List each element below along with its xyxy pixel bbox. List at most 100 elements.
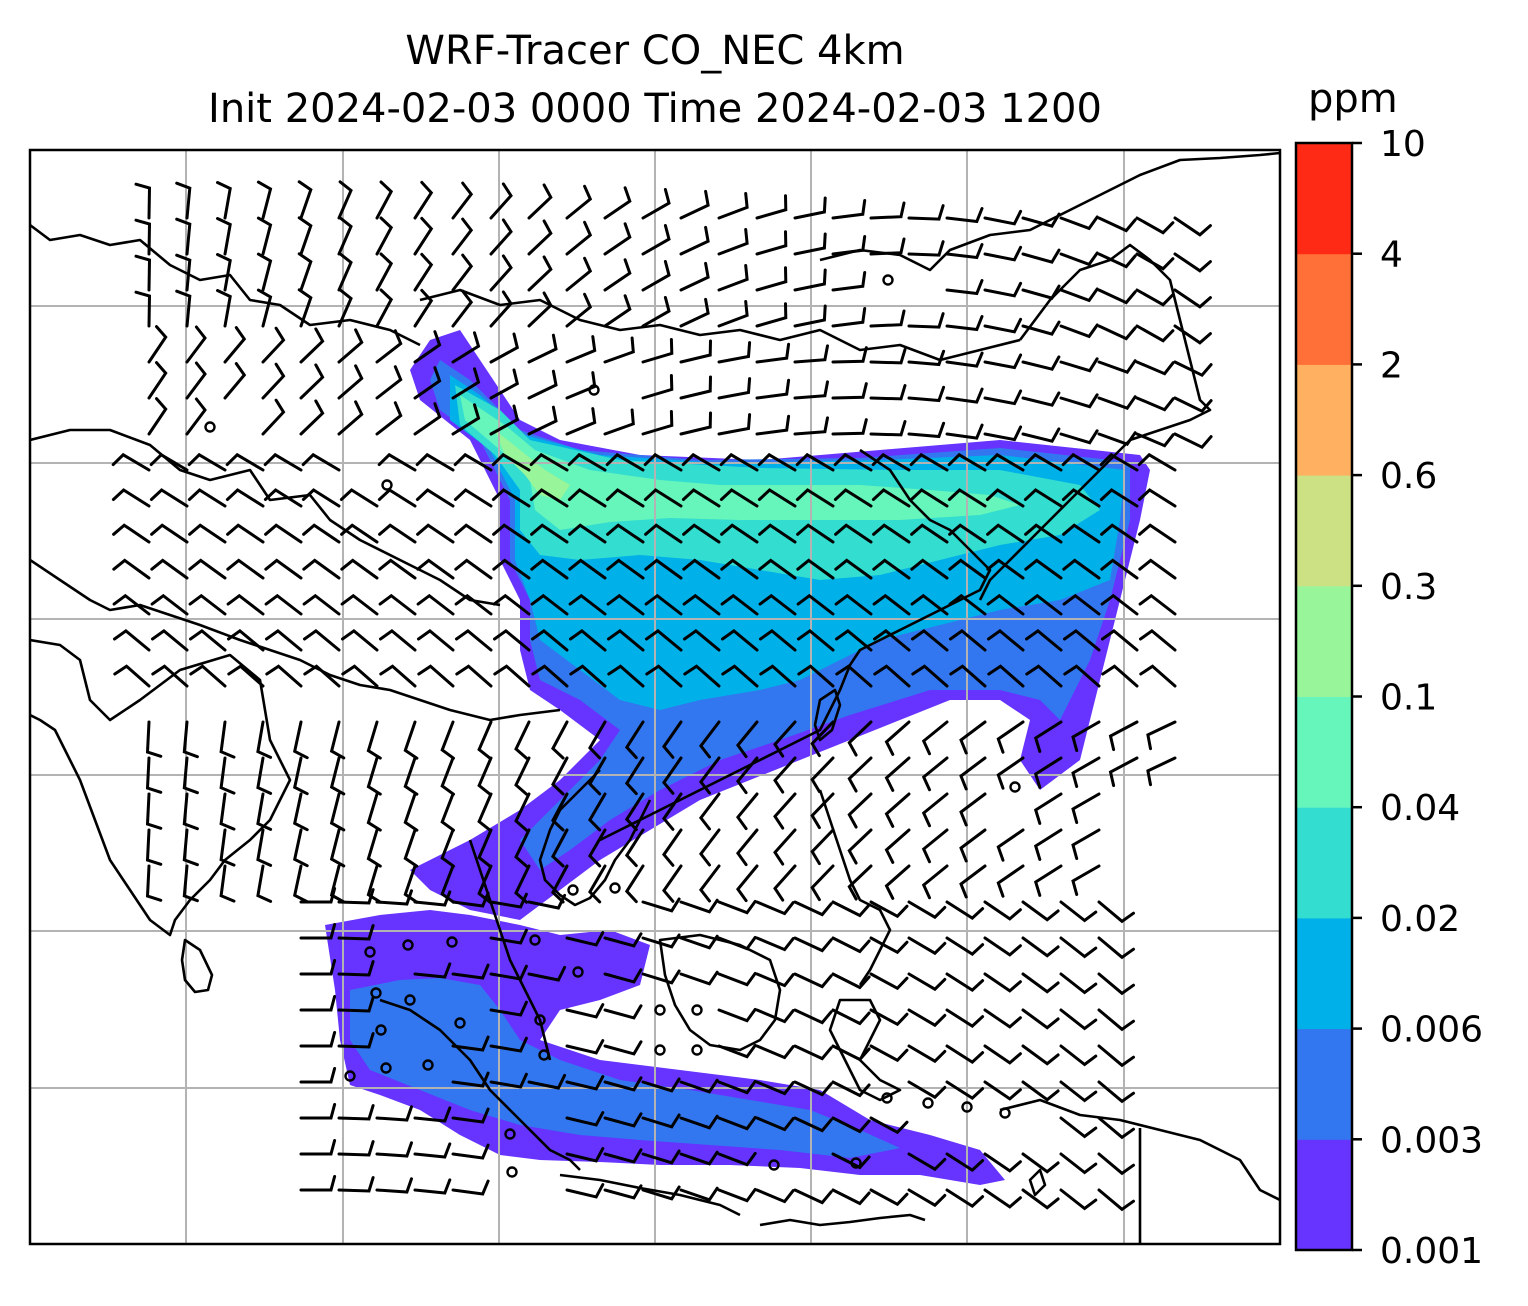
wind-barb bbox=[755, 414, 791, 436]
wind-barb bbox=[302, 593, 341, 616]
wind-barb bbox=[911, 664, 949, 688]
wind-barb bbox=[451, 963, 490, 980]
wind-barb bbox=[1097, 900, 1135, 924]
wind-barb bbox=[1021, 972, 1060, 994]
wind-barb bbox=[831, 346, 868, 364]
wind-barb bbox=[831, 307, 867, 328]
wind-barb bbox=[699, 756, 721, 795]
wind-barb bbox=[641, 897, 681, 913]
wind-barb bbox=[810, 756, 835, 794]
wind-barb bbox=[551, 756, 569, 796]
wind-barb bbox=[1059, 1188, 1098, 1211]
wind-barb bbox=[679, 1186, 719, 1202]
wind-barb bbox=[717, 1043, 757, 1059]
wind-barb bbox=[679, 297, 710, 328]
wind-barb bbox=[489, 1000, 528, 1017]
wind-barb bbox=[147, 361, 168, 400]
wind-barb bbox=[417, 664, 455, 688]
wind-barb bbox=[682, 558, 721, 580]
wind-barb bbox=[983, 1044, 1022, 1065]
wind-barb bbox=[831, 235, 867, 256]
wind-barb bbox=[366, 792, 382, 832]
colorbar-swatch bbox=[1296, 1139, 1352, 1251]
wind-barb bbox=[1097, 1080, 1135, 1104]
wind-barb bbox=[292, 756, 309, 796]
wind-barb bbox=[793, 1116, 833, 1133]
wind-barb bbox=[603, 932, 643, 948]
wind-barb bbox=[440, 864, 455, 904]
wind-barb bbox=[679, 1078, 719, 1094]
wind-barb bbox=[413, 1142, 452, 1159]
wind-barb bbox=[847, 756, 873, 793]
wind-barb bbox=[366, 864, 382, 904]
wind-barb bbox=[113, 629, 151, 652]
wind-barb bbox=[551, 828, 569, 868]
wind-barb bbox=[303, 664, 341, 688]
wind-barb bbox=[945, 972, 985, 992]
wind-barb bbox=[869, 237, 906, 256]
wind-barb bbox=[489, 290, 513, 328]
wind-barb bbox=[793, 344, 829, 364]
wind-barb bbox=[945, 315, 984, 332]
wind-barb bbox=[910, 558, 949, 580]
wind-barb bbox=[1100, 593, 1139, 616]
wind-barb bbox=[755, 900, 795, 916]
wind-barb bbox=[375, 889, 413, 906]
wind-barb bbox=[699, 792, 721, 831]
wind-barb bbox=[329, 792, 346, 832]
wind-barb bbox=[265, 629, 303, 652]
wind-barb bbox=[188, 523, 227, 544]
wind-barb bbox=[834, 593, 873, 616]
wind-barb bbox=[337, 400, 364, 436]
map-gridlines bbox=[30, 150, 1280, 1244]
wind-barb bbox=[717, 300, 749, 328]
wind-barb bbox=[299, 887, 337, 904]
colorbar-swatch bbox=[1296, 1028, 1352, 1140]
coastline-russia-east bbox=[819, 151, 1280, 272]
calm-wind-circle bbox=[654, 1004, 666, 1016]
wind-barb bbox=[299, 995, 337, 1012]
wind-barb bbox=[907, 1008, 947, 1028]
wind-barb bbox=[565, 220, 593, 256]
wind-barb bbox=[907, 204, 945, 221]
wind-barb bbox=[256, 288, 273, 328]
wind-barb bbox=[1023, 452, 1063, 472]
wind-barb bbox=[1137, 488, 1177, 508]
wind-barb bbox=[833, 488, 873, 508]
wind-barb bbox=[1135, 396, 1175, 412]
wind-barb bbox=[514, 828, 531, 868]
wind-barb bbox=[683, 629, 721, 652]
wind-barb bbox=[873, 664, 911, 688]
wind-barb bbox=[1173, 288, 1212, 309]
coastline-taiwan bbox=[813, 688, 842, 742]
wind-barb bbox=[679, 375, 712, 400]
wind-barb bbox=[869, 201, 906, 220]
wind-barb bbox=[492, 523, 531, 544]
wind-barb bbox=[514, 792, 531, 832]
wind-barb bbox=[871, 488, 911, 508]
wind-barb bbox=[1135, 432, 1175, 448]
wind-barb bbox=[793, 1044, 833, 1061]
wind-barb bbox=[810, 792, 835, 830]
wind-barb bbox=[1062, 593, 1101, 616]
colorbar-tick-label: 2 bbox=[1380, 345, 1403, 386]
wind-barb bbox=[413, 252, 434, 292]
wind-barb bbox=[264, 593, 303, 616]
wind-barb bbox=[145, 792, 163, 830]
wind-barb bbox=[755, 266, 788, 292]
wind-barb bbox=[755, 1080, 795, 1096]
wind-barb bbox=[871, 452, 911, 472]
wind-barb bbox=[907, 936, 947, 956]
wind-barb bbox=[681, 452, 721, 472]
wind-barb bbox=[641, 224, 671, 256]
wind-barb bbox=[565, 1147, 605, 1163]
wind-barb bbox=[1059, 429, 1099, 445]
wind-barb bbox=[847, 792, 873, 829]
wind-barb bbox=[1108, 756, 1139, 788]
wind-barb bbox=[996, 864, 1025, 898]
wind-barb bbox=[641, 260, 671, 292]
wind-barb bbox=[1059, 1008, 1098, 1031]
wind-barb bbox=[403, 720, 419, 760]
wind-barb bbox=[145, 756, 163, 794]
wind-barb bbox=[150, 523, 189, 544]
